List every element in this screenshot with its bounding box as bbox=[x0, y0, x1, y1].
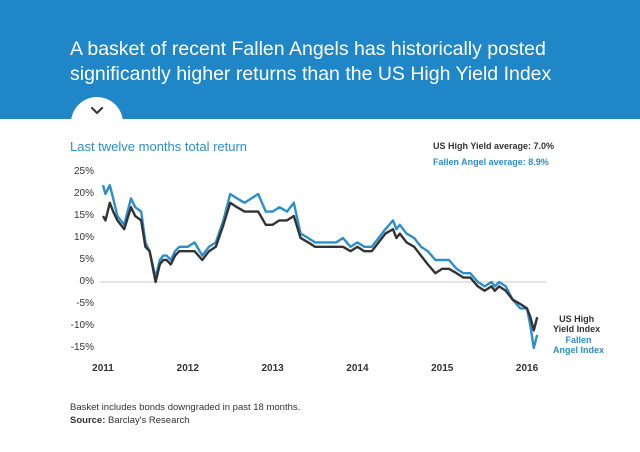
y-tick-label: 0% bbox=[79, 276, 94, 287]
series-line-high-yield bbox=[101, 201, 539, 332]
series-label-fallen-angel: Fallen Angel Index bbox=[553, 335, 604, 355]
series-label-fallen-angel-line-2: Angel Index bbox=[553, 345, 605, 355]
x-tick-label: 2015 bbox=[431, 363, 454, 374]
series-label-fallen-angel-line-1: Fallen bbox=[565, 335, 592, 345]
chevron-down-icon bbox=[91, 107, 103, 114]
y-tick-label: -10% bbox=[70, 320, 94, 331]
x-tick-label: 2012 bbox=[176, 363, 199, 374]
page-title-line-2: significantly higher returns than the US… bbox=[70, 63, 552, 85]
x-tick-label: 2013 bbox=[261, 363, 284, 374]
y-tick-label: 25% bbox=[73, 166, 94, 177]
x-tick-label: 2016 bbox=[515, 363, 539, 374]
footnote: Basket includes bonds downgraded in past… bbox=[70, 402, 301, 413]
header-banner: A basket of recent Fallen Angels has his… bbox=[0, 0, 640, 123]
page-title-line-1: A basket of recent Fallen Angels has his… bbox=[70, 38, 546, 60]
y-tick-label: -5% bbox=[76, 298, 94, 309]
y-tick-label: 5% bbox=[79, 254, 94, 265]
chart-title: Last twelve months total return bbox=[70, 139, 248, 154]
y-tick-label: 20% bbox=[73, 188, 94, 199]
series-label-high-yield-line-2: Yield Index bbox=[553, 324, 601, 334]
series-label-high-yield: US High Yield Index bbox=[553, 314, 600, 334]
source-line: Source: Barclay's Research bbox=[70, 415, 190, 426]
fallen-angel-average: Fallen Angel average: 8.9% bbox=[433, 157, 549, 167]
x-tick-label: 2014 bbox=[346, 363, 369, 374]
page-title: A basket of recent Fallen Angels has his… bbox=[70, 37, 610, 87]
series-label-high-yield-line-1: US High bbox=[559, 314, 595, 324]
y-tick-label: 10% bbox=[73, 232, 94, 243]
source-label: Source: bbox=[70, 415, 106, 426]
x-tick-label: 2011 bbox=[92, 363, 114, 374]
y-tick-label: 15% bbox=[73, 210, 94, 221]
source-text: Barclay's Research bbox=[108, 415, 190, 426]
high-yield-average: US High Yield average: 7.0% bbox=[433, 141, 555, 151]
series-line-fallen-angel bbox=[101, 183, 539, 350]
y-tick-label: -15% bbox=[70, 342, 94, 353]
